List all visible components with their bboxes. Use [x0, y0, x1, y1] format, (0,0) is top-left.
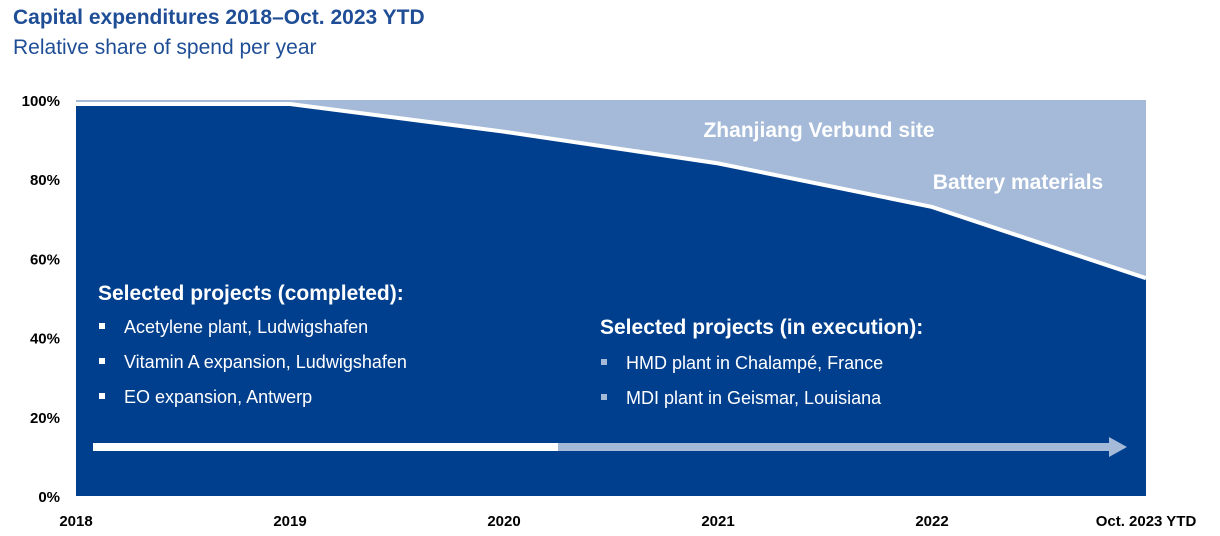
bullet: [99, 393, 105, 399]
completed-item: Acetylene plant, Ludwigshafen: [124, 317, 368, 337]
x-tick-label: 2019: [273, 513, 306, 530]
series-boundary-line: [76, 101, 1147, 281]
x-tick-label: 2021: [701, 513, 734, 530]
completed-item: Vitamin A expansion, Ludwigshafen: [124, 352, 407, 372]
bullet: [601, 394, 607, 400]
area-label-battery: Battery materials: [933, 171, 1103, 194]
x-tick-label: 2018: [59, 513, 92, 530]
series-area-base: [76, 103, 1146, 497]
bullet: [99, 323, 105, 329]
y-tick-label: 20%: [30, 410, 60, 427]
timeline-arrow-head: [1109, 437, 1127, 457]
timeline-arrow-execution: [558, 443, 1111, 451]
completed-item: EO expansion, Antwerp: [124, 387, 312, 407]
x-tick-label: 2020: [487, 513, 520, 530]
bullet: [601, 359, 607, 365]
y-tick-label: 0%: [38, 489, 60, 506]
execution-item: HMD plant in Chalampé, France: [626, 353, 883, 373]
x-tick-label: 2022: [915, 513, 948, 530]
y-tick-label: 60%: [30, 251, 60, 268]
execution-projects-title: Selected projects (in execution):: [600, 316, 923, 339]
series-area-battery-materials: [76, 100, 1146, 279]
completed-projects-title: Selected projects (completed):: [98, 282, 404, 305]
execution-item: MDI plant in Geismar, Louisiana: [626, 388, 882, 408]
area-label-zhanjiang: Zhanjiang Verbund site: [703, 119, 934, 142]
chart-title: Capital expenditures 2018–Oct. 2023 YTD: [13, 6, 425, 29]
bullet: [99, 358, 105, 364]
y-tick-label: 80%: [30, 172, 60, 189]
chart-subtitle: Relative share of spend per year: [13, 36, 317, 59]
y-tick-label: 40%: [30, 331, 60, 348]
y-tick-label: 100%: [22, 93, 60, 110]
timeline-arrow-completed: [93, 443, 559, 451]
x-tick-label: Oct. 2023 YTD: [1096, 513, 1197, 530]
